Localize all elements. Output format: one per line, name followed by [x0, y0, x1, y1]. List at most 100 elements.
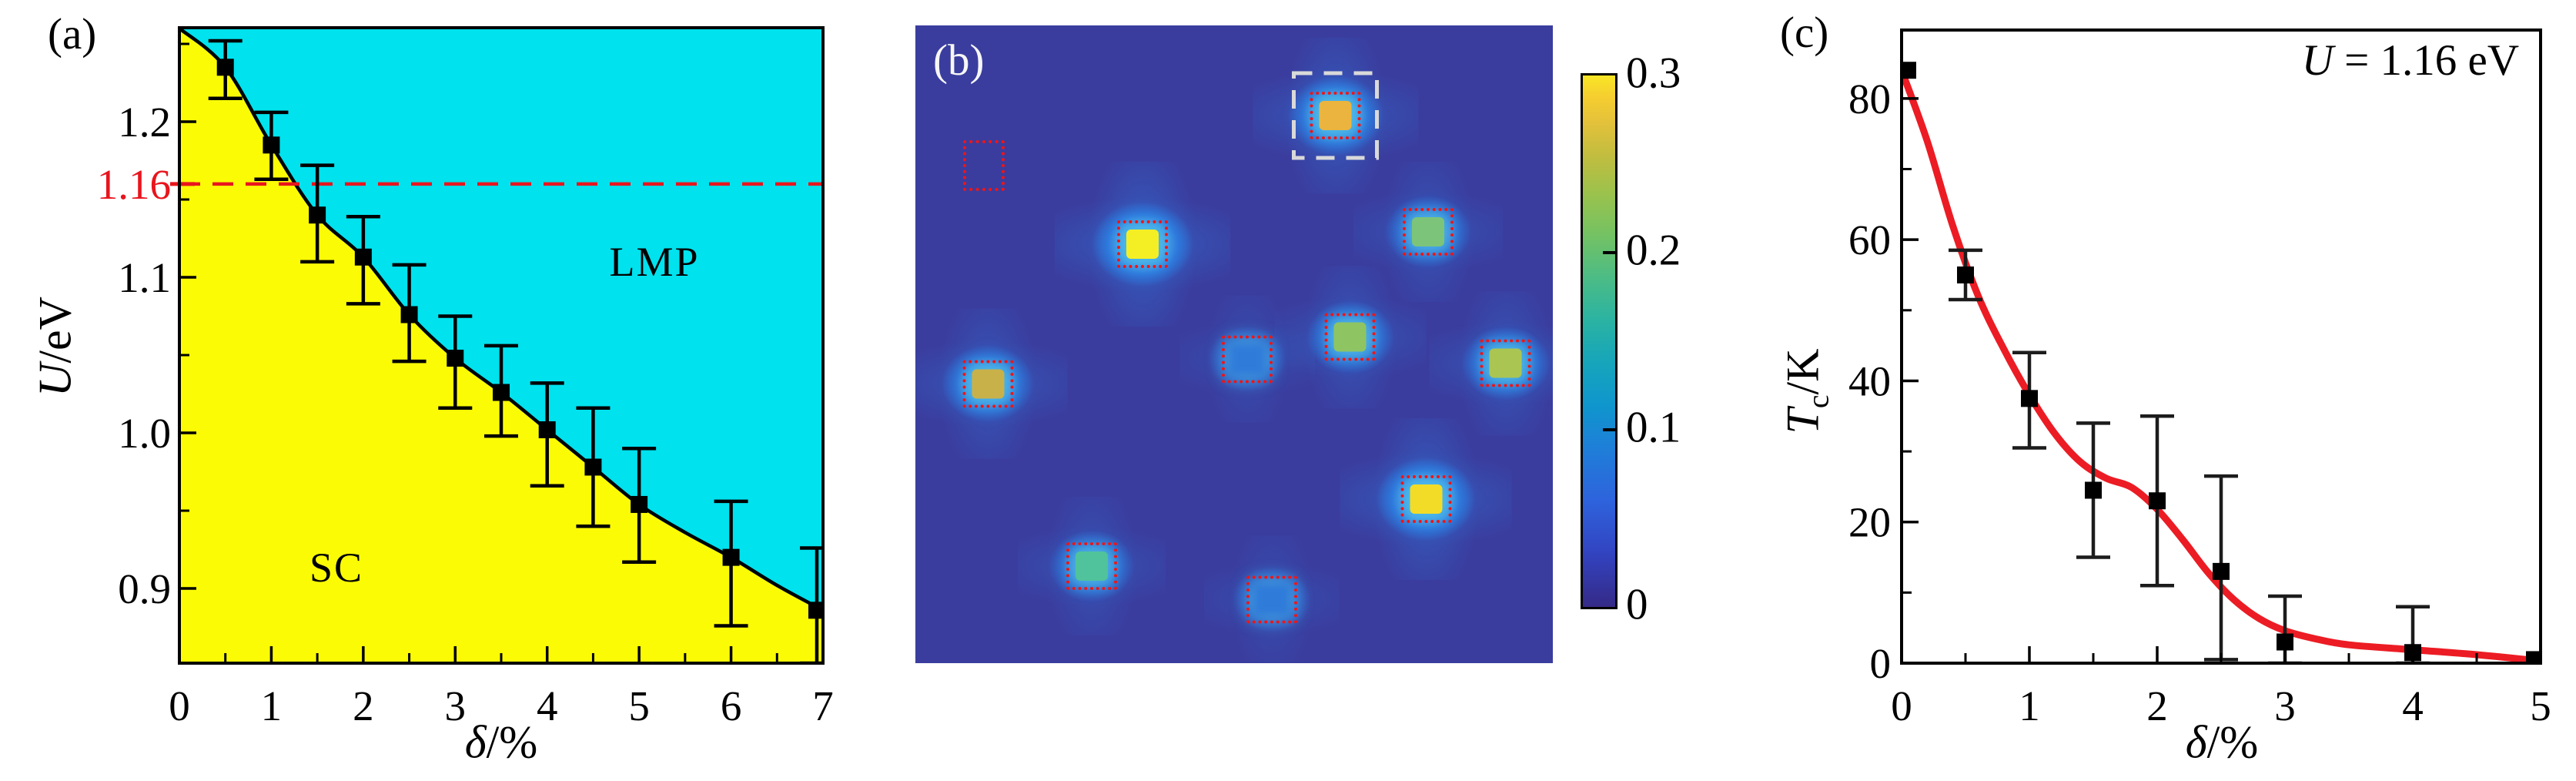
- data-point-square: [2021, 390, 2038, 407]
- x-axis-unit: /%: [2206, 716, 2259, 768]
- region-label-lmp: LMP: [609, 239, 700, 285]
- data-point-square: [808, 602, 823, 619]
- data-point-square: [263, 136, 280, 154]
- panel-c-x-axis-title: δ/%: [2186, 716, 2259, 769]
- data-point-square: [538, 421, 556, 438]
- heatmap-panel: [915, 25, 1553, 663]
- heatmap-spot-core: [972, 369, 1005, 399]
- red-dotted-box: [1402, 208, 1454, 256]
- y-tick-label: 1.1: [118, 254, 171, 301]
- panel-c-plot: 0 1 2 3 4 5 0 20 40 60 80: [1848, 28, 2551, 729]
- red-dotted-box: [1480, 339, 1531, 387]
- reference-value-label: 1.16: [97, 161, 171, 208]
- y-tick-label: 1.2: [118, 99, 171, 146]
- heatmap-spot: [1340, 418, 1512, 581]
- data-points: [1902, 62, 2541, 663]
- red-dotted-box: [1246, 575, 1297, 624]
- red-dotted-box: [962, 360, 1014, 408]
- colorbar-tick-label: 0: [1626, 580, 1648, 629]
- panel-c-label: (c): [1780, 8, 1829, 57]
- y-tick-label: 0: [1870, 640, 1892, 687]
- y-axis-symbol: T: [1777, 408, 1828, 434]
- x-axis-symbol: δ: [2185, 716, 2207, 768]
- colorbar-tick: [1603, 428, 1616, 431]
- y-tick-label: 40: [1848, 357, 1891, 404]
- y-tick-label: 80: [1848, 75, 1891, 122]
- data-point-square: [1902, 62, 1916, 79]
- x-tick-label: 3: [2274, 682, 2296, 729]
- x-tick-label: 4: [537, 682, 558, 729]
- heatmap-spot-core: [1410, 484, 1443, 515]
- x-tick-label: 6: [721, 682, 742, 729]
- heatmap-spot: [1353, 162, 1503, 303]
- heatmap-spot: [915, 308, 1068, 459]
- red-dotted-box: [1310, 91, 1361, 139]
- data-point-square: [2277, 633, 2293, 651]
- x-tick-label: 5: [2530, 682, 2551, 729]
- x-tick-label: 0: [169, 682, 190, 729]
- data-point-square: [493, 384, 510, 401]
- y-axis-subscript: c: [1801, 394, 1835, 409]
- data-point-square: [2149, 492, 2166, 510]
- heatmap-spot-core: [1489, 348, 1522, 378]
- data-point-square: [2213, 562, 2230, 580]
- panel-a-y-axis-title: U/eV: [29, 297, 82, 397]
- heatmap-spot-core: [1411, 217, 1444, 247]
- x-tick-label: 0: [1891, 682, 1912, 729]
- data-point-square: [631, 495, 648, 513]
- heatmap-spot: [1203, 535, 1340, 663]
- y-tick-label: 20: [1848, 499, 1891, 546]
- panel-c-y-axis-title: Tc/K: [1777, 349, 1836, 434]
- heatmap-spot-core: [1229, 343, 1266, 376]
- y-axis-unit: /K: [1777, 348, 1828, 395]
- y-tick-label: 60: [1848, 216, 1891, 263]
- y-tick-label: 0.9: [118, 565, 171, 612]
- data-point-square: [447, 350, 464, 367]
- heatmap-spot-core: [1333, 322, 1367, 352]
- y-axis-unit: /eV: [29, 297, 81, 364]
- y-axis-symbol: U: [29, 363, 81, 397]
- x-tick-label: 7: [812, 682, 834, 729]
- x-tick-label: 2: [353, 682, 374, 729]
- empty-red-dotted-box: [963, 140, 1005, 192]
- red-dotted-box: [1066, 542, 1118, 591]
- red-dotted-box: [1324, 313, 1376, 361]
- x-axis-unit: /%: [486, 716, 538, 768]
- data-point-square: [216, 59, 234, 76]
- red-dotted-box: [1222, 335, 1273, 384]
- x-tick-label: 3: [445, 682, 467, 729]
- data-point-square: [309, 206, 326, 224]
- x-tick-label: 1: [2019, 682, 2040, 729]
- white-dashed-box: [1292, 71, 1380, 160]
- data-point-square: [400, 306, 418, 323]
- colorbar-tick-label: 0.1: [1626, 403, 1681, 452]
- panel-a-label: (a): [48, 10, 97, 59]
- colorbar-tick-label: 0.2: [1626, 226, 1681, 275]
- red-dotted-box: [1116, 220, 1168, 268]
- x-axis-symbol: δ: [464, 716, 487, 768]
- panel-a-x-axis-title: δ/%: [465, 716, 538, 769]
- heatmap-spot: [1429, 291, 1553, 436]
- error-bars: [1949, 248, 2430, 663]
- panel-a-plot: 1.16 0 1 2 3 4 5 6 7 0.9 1.0 1.1 1.2: [97, 26, 834, 729]
- x-tick-label: 4: [2402, 682, 2424, 729]
- data-points: [216, 59, 823, 619]
- colorbar: [1581, 73, 1618, 609]
- x-tick-label: 2: [2146, 682, 2168, 729]
- sc-region: [179, 28, 823, 663]
- heatmap-spot-core: [1253, 583, 1290, 616]
- data-point-square: [2526, 651, 2541, 663]
- x-tick-label: 1: [261, 682, 283, 729]
- panel-b-label: (b): [933, 36, 985, 85]
- region-label-sc: SC: [309, 545, 364, 591]
- data-point-square: [2085, 481, 2102, 499]
- panel-c-annotation: U = 1.16 eV: [2302, 35, 2519, 85]
- heatmap-spot: [1018, 497, 1166, 636]
- data-point-square: [584, 458, 602, 476]
- annotation-symbol: U: [2301, 36, 2333, 85]
- heatmap-spot-core: [1076, 551, 1109, 582]
- heatmap-spot-core: [1319, 100, 1352, 130]
- data-point-square: [1957, 266, 1974, 283]
- data-point-square: [354, 248, 372, 266]
